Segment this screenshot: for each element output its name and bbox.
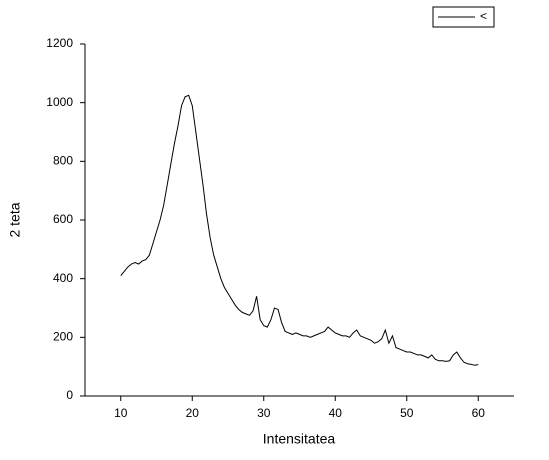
x-tick-label: 30 bbox=[257, 406, 271, 420]
x-axis-title: Intensitatea bbox=[263, 431, 336, 447]
y-tick-label: 800 bbox=[53, 154, 73, 168]
x-tick-label: 50 bbox=[400, 406, 414, 420]
y-axis-title: 2 teta bbox=[7, 202, 23, 237]
y-tick-label: 400 bbox=[53, 271, 73, 285]
x-tick-label: 40 bbox=[329, 406, 343, 420]
y-tick-label: 1200 bbox=[46, 36, 73, 50]
x-tick-label: 60 bbox=[472, 406, 486, 420]
y-tick-label: 0 bbox=[66, 388, 73, 402]
x-tick-label: 20 bbox=[186, 406, 200, 420]
y-tick-label: 1000 bbox=[46, 95, 73, 109]
data-line bbox=[120, 94, 479, 366]
y-tick-label: 200 bbox=[53, 330, 73, 344]
y-tick-label: 600 bbox=[53, 212, 73, 226]
x-tick-label: 10 bbox=[114, 406, 128, 420]
legend-label: < bbox=[480, 9, 487, 23]
